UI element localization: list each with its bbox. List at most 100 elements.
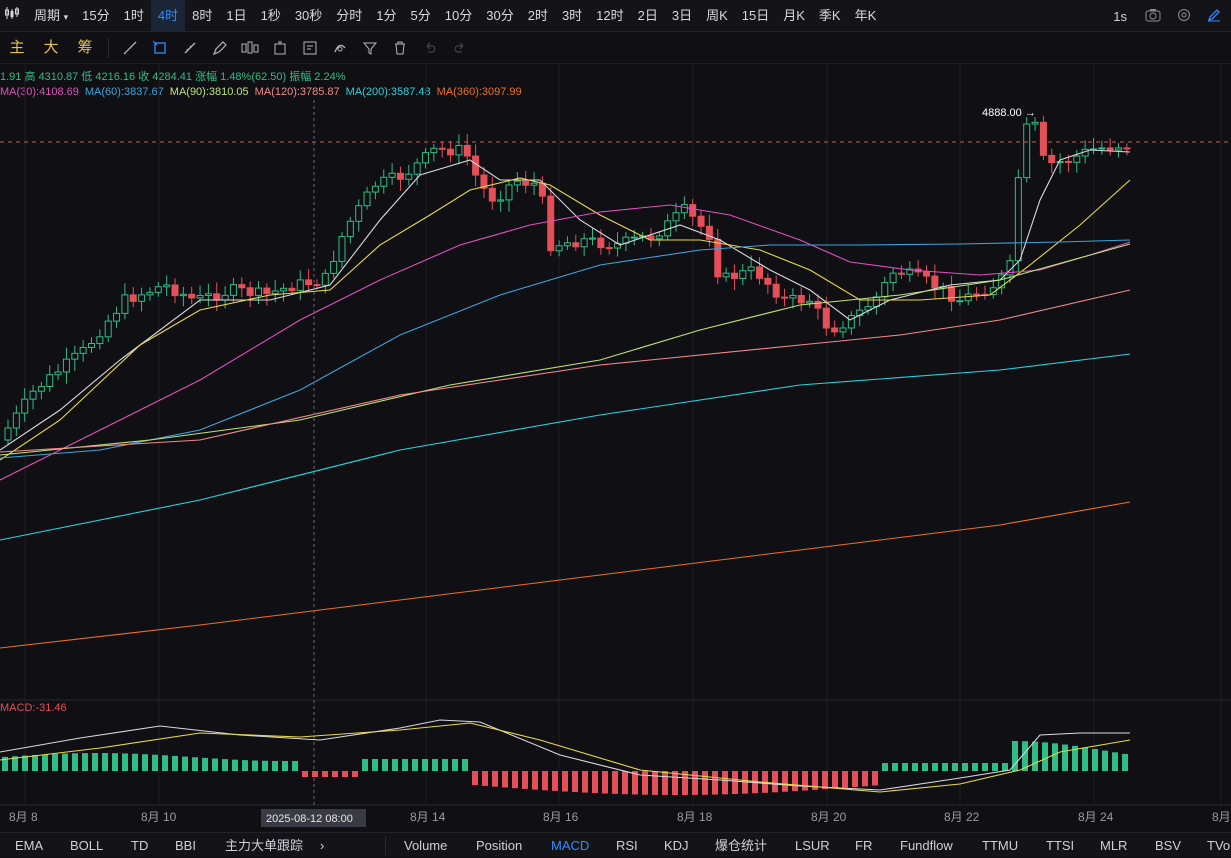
macd-bar-47 (472, 771, 478, 786)
interval-19[interactable]: 月K (783, 7, 805, 23)
trend-line-icon[interactable] (115, 34, 145, 62)
macd-bar-72 (722, 771, 728, 795)
indicator-tab-0[interactable]: Volume (404, 838, 448, 853)
indicator-tab-5[interactable]: 爆仓统计 (715, 838, 768, 853)
undo-icon[interactable] (415, 34, 445, 62)
macd-bar-18 (182, 756, 188, 771)
settings-icon[interactable] (1169, 8, 1199, 25)
macd-bar-104 (1042, 742, 1048, 771)
filter-icon[interactable] (355, 34, 385, 62)
interval-18[interactable]: 15日 (741, 7, 770, 23)
shortcut-2[interactable]: 筹 (77, 38, 93, 56)
tab-3[interactable]: BBI (175, 838, 196, 853)
indicator-tab-13[interactable]: TVo (1207, 838, 1231, 853)
interval-7[interactable]: 分时 (336, 7, 363, 23)
interval-17[interactable]: 周K (706, 7, 728, 23)
macd-bar-78 (782, 771, 788, 792)
candle-106 (889, 272, 897, 284)
macd-bar-96 (962, 763, 968, 771)
interval-3[interactable]: 8时 (192, 7, 213, 23)
indicator-tab-6[interactable]: LSUR (795, 838, 830, 853)
interval-16[interactable]: 3日 (671, 7, 693, 23)
refresh-rate[interactable]: 1s (1113, 8, 1127, 24)
interval-21[interactable]: 年K (854, 7, 877, 23)
candle-96 (806, 300, 814, 304)
candle-72 (605, 247, 613, 250)
ruler-icon[interactable] (175, 34, 205, 62)
interval-2[interactable]: 4时 (150, 0, 186, 32)
macd-bar-29 (292, 760, 298, 771)
channel-icon[interactable] (145, 34, 175, 62)
period-dropdown[interactable]: 周期 ▾ (27, 0, 75, 32)
indicator-tab-7[interactable]: FR (855, 838, 873, 853)
edit-icon[interactable] (1199, 8, 1231, 25)
pen-icon[interactable] (205, 34, 235, 62)
interval-20[interactable]: 季K (818, 7, 841, 23)
macd-bar-30 (302, 771, 308, 777)
shortcut-0[interactable]: 主 (9, 38, 25, 56)
macd-bar-109 (1092, 748, 1098, 771)
candlestick-icon (5, 6, 19, 19)
interval-6[interactable]: 30秒 (294, 7, 323, 23)
candle-44 (371, 185, 379, 193)
indicator-tab-1[interactable]: Position (476, 838, 523, 853)
macd-bar-85 (852, 771, 858, 788)
macd-bar-50 (502, 771, 508, 788)
measure-icon[interactable] (295, 34, 325, 62)
interval-10[interactable]: 10分 (444, 7, 473, 23)
candle-94 (789, 294, 797, 299)
camera-icon[interactable] (1137, 8, 1169, 25)
indicator-tab-3[interactable]: RSI (616, 838, 638, 853)
candle-1 (12, 412, 20, 429)
interval-list: 15分 1时 4时 8时 1日 1秒 30秒 分时 1分 5分 10分 30分 2时 3时 12时 2日 3日周… (75, 0, 883, 32)
indicator-tab-9[interactable]: TTMU (982, 838, 1019, 853)
macd-bar-26 (262, 760, 268, 771)
interval-15[interactable]: 2日 (637, 7, 658, 23)
indicator-tab-10[interactable]: TTSI (1046, 838, 1075, 853)
tab-2[interactable]: TD (131, 838, 149, 853)
interval-13[interactable]: 3时 (561, 7, 583, 23)
magnet-icon[interactable] (325, 34, 355, 62)
candle-28 (238, 284, 246, 289)
interval-9[interactable]: 5分 (410, 7, 431, 23)
trash-icon[interactable] (385, 34, 415, 62)
price-chart[interactable]: 4888.00 → 8月 8 8月 10 8月 14 8月 16 8月 18 8月 20 8月… (0, 64, 1231, 832)
ma-label-5: MA(360):3097.99 (436, 86, 522, 98)
toolbar-divider (108, 37, 109, 58)
macd-bar-92 (922, 763, 928, 771)
candle-116 (973, 293, 981, 296)
macd-bar-89 (892, 763, 898, 771)
indicator-tab-4[interactable]: KDJ (664, 838, 689, 853)
interval-0[interactable]: 15分 (82, 7, 110, 23)
interval-1[interactable]: 1时 (123, 7, 144, 23)
interval-11[interactable]: 30分 (486, 7, 514, 23)
macd-bar-25 (252, 760, 258, 771)
chevron-right-icon[interactable]: › (320, 838, 325, 853)
interval-8[interactable]: 1分 (376, 7, 397, 23)
fib-icon[interactable] (235, 34, 265, 62)
interval-12[interactable]: 2时 (527, 7, 548, 23)
shortcut-1[interactable]: 大 (43, 38, 59, 56)
indicator-tab-8[interactable]: Fundflow (900, 838, 953, 853)
candle-45 (380, 176, 388, 187)
candle-51 (430, 147, 438, 154)
redo-icon[interactable] (445, 34, 475, 62)
indicator-tab-12[interactable]: BSV (1155, 838, 1182, 853)
date-range-icon[interactable] (265, 34, 295, 62)
indicator-tab-2[interactable]: MACD (551, 838, 590, 853)
candle-7 (62, 358, 70, 373)
ma-60 (0, 239, 1131, 459)
interval-14[interactable]: 12时 (596, 7, 624, 23)
interval-4[interactable]: 1日 (226, 7, 247, 23)
tab-4[interactable]: 主力大单跟踪 (225, 838, 304, 853)
x-label-1: 8月 10 (141, 810, 177, 824)
tab-1[interactable]: BOLL (70, 838, 104, 853)
chart-type-selector[interactable] (0, 0, 27, 32)
macd-bar-10 (102, 753, 108, 771)
tab-0[interactable]: EMA (15, 838, 44, 853)
macd-bar-70 (702, 771, 708, 795)
indicator-tab-11[interactable]: MLR (1100, 838, 1128, 853)
macd-bar-100 (1002, 763, 1008, 771)
macd-bar-71 (712, 771, 718, 795)
interval-5[interactable]: 1秒 (260, 7, 281, 23)
